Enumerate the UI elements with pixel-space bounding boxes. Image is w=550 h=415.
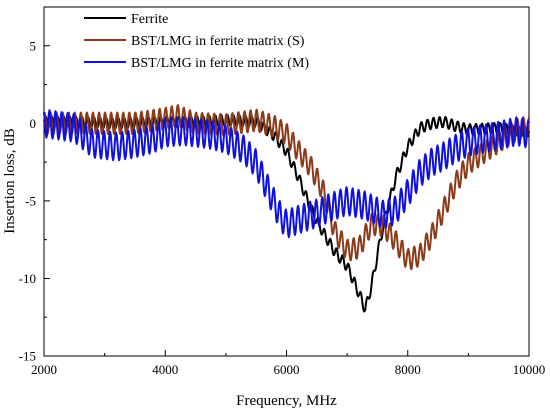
x-tick-label: 6000 xyxy=(274,362,300,377)
y-tick-label: 5 xyxy=(30,38,37,53)
x-axis-title: Frequency, MHz xyxy=(236,393,337,409)
y-tick-label: -15 xyxy=(19,349,36,364)
y-tick-label: -5 xyxy=(25,193,36,208)
y-tick-label: -10 xyxy=(19,271,36,286)
legend: Ferrite BST/LMG in ferrite matrix (S) BST/… xyxy=(84,12,309,71)
axis-ticks: 2000 4000 6000 8000 10000 5 0 -5 -10 -15 xyxy=(19,38,546,377)
legend-label: Ferrite xyxy=(131,12,168,27)
x-tick-label: 8000 xyxy=(395,362,421,377)
series-line xyxy=(43,109,530,239)
y-tick-label: 0 xyxy=(30,116,37,131)
y-axis-title: Insertion loss, dB xyxy=(2,128,18,233)
legend-label: BST/LMG in ferrite matrix (S) xyxy=(131,34,305,49)
x-tick-label: 4000 xyxy=(152,362,178,377)
x-tick-label: 10000 xyxy=(513,362,546,377)
x-tick-label: 2000 xyxy=(31,362,57,377)
legend-label: BST/LMG in ferrite matrix (M) xyxy=(131,56,309,71)
series-lines xyxy=(43,104,530,313)
series-line xyxy=(43,104,530,271)
